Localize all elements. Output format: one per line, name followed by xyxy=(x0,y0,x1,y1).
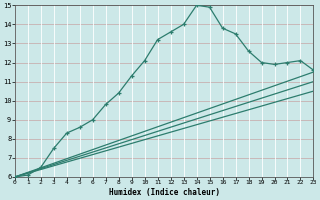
X-axis label: Humidex (Indice chaleur): Humidex (Indice chaleur) xyxy=(108,188,220,197)
